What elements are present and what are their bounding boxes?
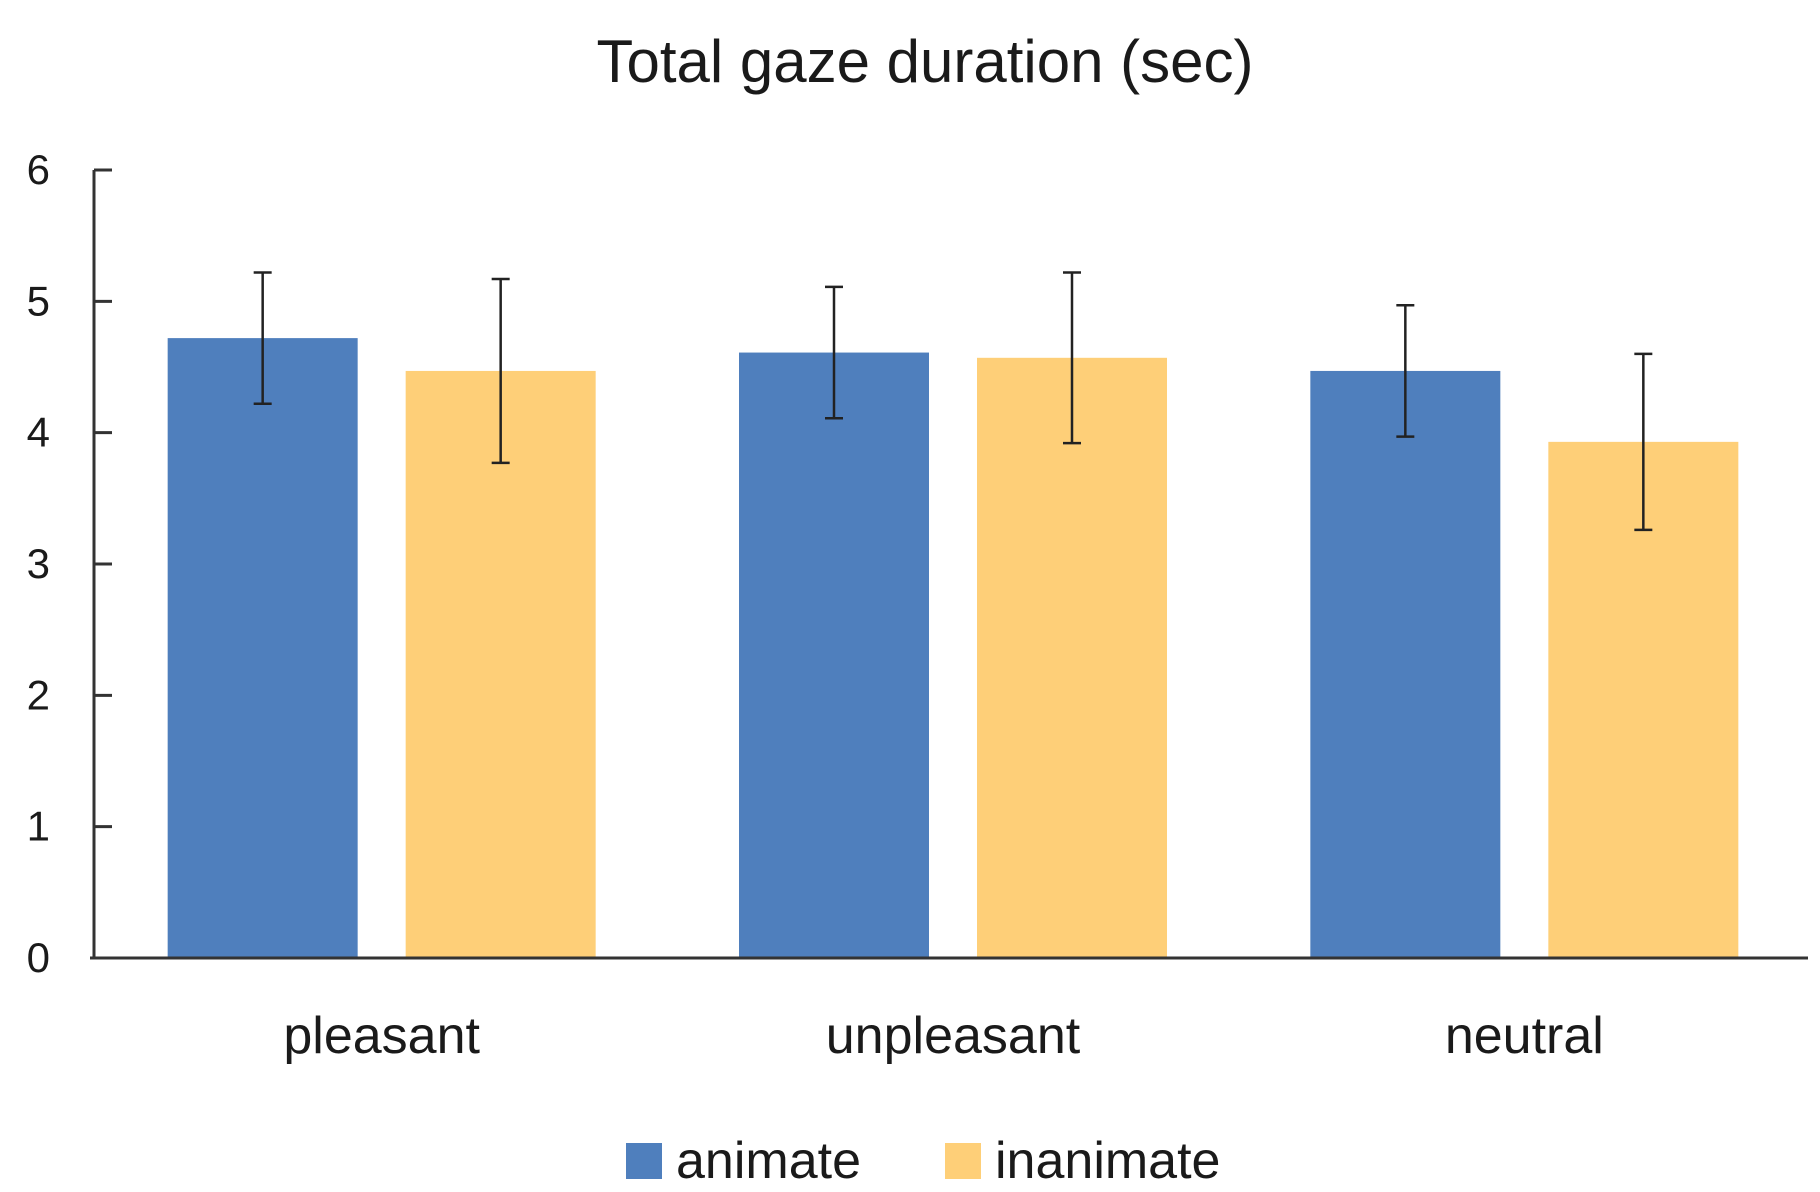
y-tick-label: 6 [27,146,50,193]
legend-swatch-inanimate [945,1143,981,1179]
bar-animate-pleasant [167,338,358,958]
bar-animate-neutral [1310,370,1501,958]
legend-swatch-animate [626,1143,662,1179]
legend: animate inanimate [626,1132,1220,1190]
bar-animate-unpleasant [739,352,929,958]
y-axis: 0 1 2 3 4 5 6 [27,146,112,981]
y-tick-label: 2 [27,671,50,718]
category-label-pleasant: pleasant [283,1007,480,1065]
chart-title: Total gaze duration (sec) [596,28,1253,95]
error-bars [253,271,1653,532]
y-tick-label: 0 [27,934,50,981]
y-tick-label: 3 [27,540,50,587]
category-labels: pleasant unpleasant neutral [283,1007,1603,1065]
category-label-unpleasant: unpleasant [826,1007,1081,1065]
y-tick-label: 5 [27,277,50,324]
y-tick-label: 4 [27,409,50,456]
bar-inanimate-unpleasant [977,357,1167,959]
bars [167,338,1739,959]
y-tick-label: 1 [27,803,50,850]
bar-inanimate-pleasant [405,370,596,958]
category-label-neutral: neutral [1445,1007,1604,1065]
legend-label-inanimate: inanimate [995,1132,1220,1190]
legend-label-animate: animate [676,1132,861,1190]
